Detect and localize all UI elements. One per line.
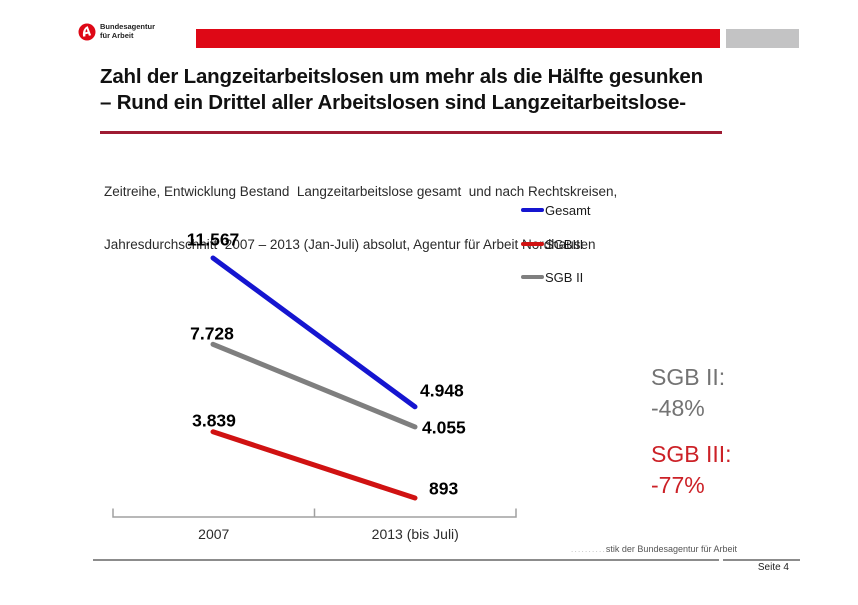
chart-legend: Gesamt SGBIII SGB II <box>521 203 641 293</box>
source-note-text: stik der Bundesagentur für Arbeit <box>605 544 737 554</box>
annotation-value: -77% <box>651 472 705 498</box>
title-underline <box>100 131 722 134</box>
annotation-label: SGB II: <box>651 364 726 390</box>
series-line-sgbii <box>210 341 418 430</box>
series-line-sgbiii <box>210 429 418 501</box>
header-gray-bar <box>726 29 799 48</box>
data-label-sgbii-2013: 4.055 <box>422 417 466 438</box>
page-title: Zahl der Langzeitarbeitslosen um mehr al… <box>100 64 800 116</box>
annotation-sgbii: SGB II: -48% <box>651 362 725 424</box>
source-note-faded-prefix: .......... <box>570 544 606 554</box>
legend-label-gesamt: Gesamt <box>545 202 591 218</box>
x-tick-label-2007: 2007 <box>198 526 230 542</box>
x-tick-label-2013: 2013 (bis Juli) <box>371 526 459 542</box>
data-label-sgbiii-2013: 893 <box>429 478 459 499</box>
ba-logo-text-line2: für Arbeit <box>100 30 134 40</box>
ba-logo-icon <box>78 23 96 41</box>
data-label-gesamt-2013: 4.948 <box>420 380 464 401</box>
footer-divider <box>93 559 719 561</box>
chart-subtitle-line2: Jahresdurchschnitt 2007 – 2013 (Jan-Juli… <box>104 236 596 252</box>
data-label-gesamt-2007: 11.567 <box>186 229 240 250</box>
source-note: ..........stik der Bundesagentur für Arb… <box>0 544 737 554</box>
legend-swatch-sgbiii <box>521 242 544 246</box>
ba-logo-text: Bundesagentur für Arbeit <box>100 22 156 40</box>
data-label-sgbii-2007: 7.728 <box>190 323 234 344</box>
legend-label-sgbii: SGB II <box>545 269 584 285</box>
x-axis <box>112 508 517 518</box>
annotation-label: SGB III: <box>651 441 732 467</box>
legend-item-sgbiii: SGBIII <box>521 236 584 252</box>
ba-logo: Bundesagentur für Arbeit <box>78 22 156 41</box>
legend-item-gesamt: Gesamt <box>521 202 591 218</box>
legend-swatch-sgbii <box>521 275 544 279</box>
chart-subtitle-line1: Zeitreihe, Entwicklung Bestand Langzeita… <box>104 184 618 199</box>
annotation-value: -48% <box>651 395 705 421</box>
legend-swatch-gesamt <box>521 208 544 212</box>
page-number-divider <box>723 559 800 561</box>
legend-label-sgbiii: SGBIII <box>545 236 584 252</box>
page-title-line2: – Rund ein Drittel aller Arbeitslosen si… <box>100 91 686 114</box>
legend-item-sgbii: SGB II <box>521 269 584 285</box>
annotation-sgbiii: SGB III: -77% <box>651 439 732 501</box>
chart-subtitle: Zeitreihe, Entwicklung Bestand Langzeita… <box>104 148 617 288</box>
ba-logo-text-line1: Bundesagentur <box>100 22 156 31</box>
page-title-line1: Zahl der Langzeitarbeitslosen um mehr al… <box>100 65 703 88</box>
data-label-sgbiii-2007: 3.839 <box>192 410 236 431</box>
header-red-bar <box>196 29 720 48</box>
page-number: Seite 4 <box>757 562 789 573</box>
